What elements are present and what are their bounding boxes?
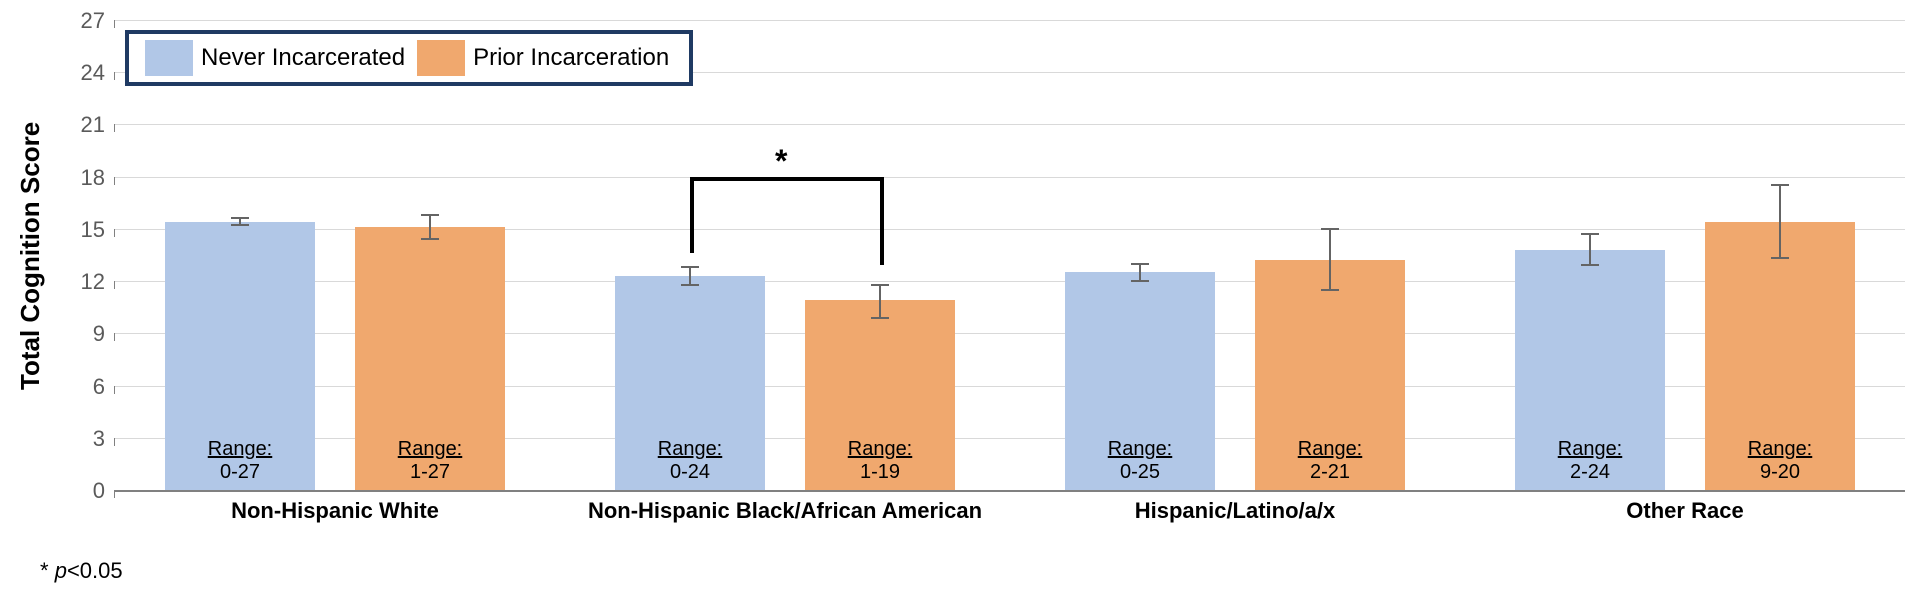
error-bar — [689, 267, 691, 284]
y-tick-mark — [114, 177, 115, 185]
group-label: Other Race — [1485, 498, 1885, 524]
range-word: Range: — [658, 438, 723, 460]
error-cap — [421, 214, 439, 216]
legend-swatch — [145, 40, 193, 76]
range-word: Range: — [208, 438, 273, 460]
range-value: 2-24 — [1570, 461, 1610, 483]
gridline — [115, 177, 1905, 178]
y-tick-label: 27 — [65, 8, 105, 34]
error-cap — [1581, 233, 1599, 235]
error-cap — [231, 224, 249, 226]
error-cap — [1581, 264, 1599, 266]
error-cap — [871, 317, 889, 319]
footnote-suffix: <0.05 — [67, 558, 123, 583]
error-cap — [1131, 280, 1149, 282]
y-tick-mark — [114, 229, 115, 237]
range-word: Range: — [398, 438, 463, 460]
chart-container: Total Cognition Score 0 3 6 9 12 15 18 21 24 27 Ran… — [0, 0, 1920, 598]
error-bar — [1329, 229, 1331, 290]
y-tick-label: 6 — [65, 374, 105, 400]
range-word: Range: — [1298, 438, 1363, 460]
range-word: Range: — [1748, 438, 1813, 460]
error-cap — [1321, 289, 1339, 291]
error-cap — [681, 284, 699, 286]
range-value: 0-24 — [670, 461, 710, 483]
significance-tick — [880, 177, 884, 266]
group-label: Non-Hispanic Black/African American — [585, 498, 985, 524]
range-value: 1-27 — [410, 461, 450, 483]
legend: Never Incarcerated Prior Incarceration — [125, 30, 693, 86]
error-bar — [879, 285, 881, 318]
range-value: 0-27 — [220, 461, 260, 483]
y-tick-label: 3 — [65, 426, 105, 452]
y-tick-mark — [114, 438, 115, 446]
range-value: 1-19 — [860, 461, 900, 483]
y-tick-label: 18 — [65, 165, 105, 191]
range-word: Range: — [848, 438, 913, 460]
y-tick-label: 21 — [65, 112, 105, 138]
error-cap — [421, 238, 439, 240]
significance-star: * — [775, 143, 787, 180]
error-bar — [1589, 234, 1591, 265]
legend-label: Never Incarcerated — [201, 44, 405, 72]
y-tick-label: 9 — [65, 321, 105, 347]
error-bar — [1779, 185, 1781, 258]
error-cap — [681, 266, 699, 268]
range-word: Range: — [1108, 438, 1173, 460]
y-tick-mark — [114, 386, 115, 394]
legend-label: Prior Incarceration — [473, 44, 669, 72]
y-tick-mark — [114, 20, 115, 28]
legend-swatch — [417, 40, 465, 76]
range-value: 9-20 — [1760, 461, 1800, 483]
y-tick-label: 24 — [65, 60, 105, 86]
gridline — [115, 124, 1905, 125]
range-word: Range: — [1558, 438, 1623, 460]
error-cap — [1771, 184, 1789, 186]
y-axis-title: Total Cognition Score — [15, 122, 46, 390]
range-value: 2-21 — [1310, 461, 1350, 483]
footnote-p: p — [55, 558, 67, 583]
y-tick-label: 0 — [65, 478, 105, 504]
gridline — [115, 20, 1905, 21]
error-bar — [1139, 264, 1141, 281]
y-tick-label: 12 — [65, 269, 105, 295]
error-cap — [1321, 228, 1339, 230]
group-label: Non-Hispanic White — [135, 498, 535, 524]
error-cap — [231, 217, 249, 219]
error-cap — [871, 284, 889, 286]
footnote: * p<0.05 — [40, 558, 123, 584]
y-tick-mark — [114, 124, 115, 132]
y-tick-mark — [114, 281, 115, 289]
error-bar — [429, 215, 431, 239]
y-tick-label: 15 — [65, 217, 105, 243]
significance-tick — [690, 177, 694, 254]
y-tick-mark — [114, 333, 115, 341]
range-value: 0-25 — [1120, 461, 1160, 483]
y-tick-mark — [114, 72, 115, 80]
footnote-prefix: * — [40, 558, 55, 583]
group-label: Hispanic/Latino/a/x — [1035, 498, 1435, 524]
error-cap — [1771, 257, 1789, 259]
error-cap — [1131, 263, 1149, 265]
